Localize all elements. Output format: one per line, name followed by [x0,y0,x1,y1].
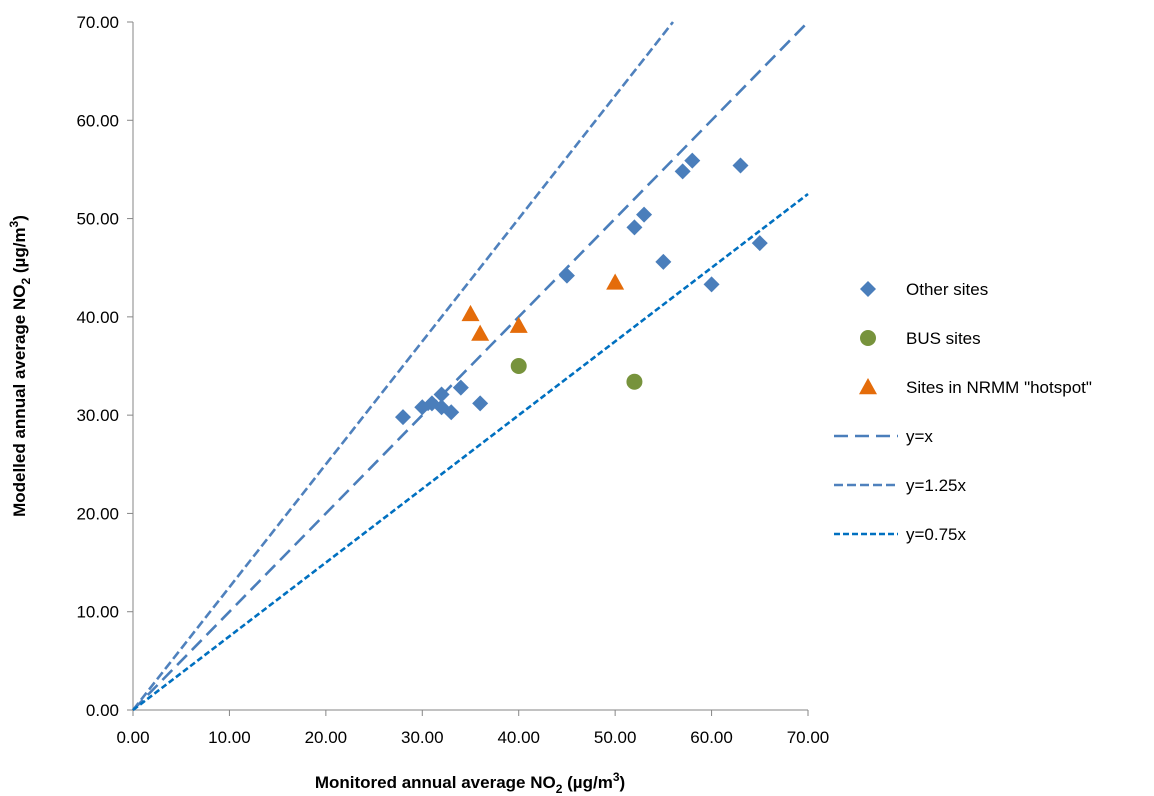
x-tick-label: 30.00 [401,728,444,747]
reference-line-y-1-25x [131,21,675,711]
legend-triangle-icon [859,378,877,395]
x-tick-label: 0.00 [116,728,149,747]
series-layer [131,21,809,712]
triangle-point [606,273,625,290]
diamond-point [655,253,672,270]
legend: Other sites BUS sites Sites in NRMM "hotsp… [834,280,1092,544]
legend-label: y=1.25x [906,476,967,495]
x-tick-label: 20.00 [305,728,348,747]
y-tick-label: 50.00 [76,210,119,229]
x-tick-label: 40.00 [497,728,540,747]
triangle-point [461,304,480,322]
diamond-point [443,404,460,421]
y-tick-label: 20.00 [76,504,119,523]
diamond-point [636,206,653,223]
y-axis-ticks: 0.00 10.00 20.00 30.00 40.00 50.00 60.00 70.00 [76,13,133,720]
diamond-point [732,157,749,174]
y-tick-label: 0.00 [86,701,119,720]
diamond-point [433,386,450,403]
circle-point [626,373,643,390]
triangle-point [509,316,528,333]
x-axis-title: Monitored annual average NO2 (µg/m3) [315,770,625,796]
x-tick-label: 10.00 [208,728,251,747]
legend-diamond-icon [860,281,876,297]
reference-line-y-0-75x [132,192,809,712]
circle-point [510,358,527,374]
diamond-point [452,379,469,396]
y-tick-label: 30.00 [76,406,119,425]
x-tick-label: 60.00 [690,728,733,747]
legend-label: y=x [906,427,933,446]
legend-circle-icon [860,330,876,346]
x-tick-label: 70.00 [787,728,830,747]
diamond-point [674,163,691,180]
legend-label: Sites in NRMM "hotspot" [906,378,1092,397]
y-tick-label: 40.00 [76,308,119,327]
diamond-point [703,276,720,293]
diamond-point [558,267,575,284]
y-tick-label: 10.00 [76,603,119,622]
y-tick-label: 60.00 [76,111,119,130]
diamond-point [684,152,701,169]
legend-label: Other sites [906,280,988,299]
triangle-point [471,324,490,341]
y-tick-label: 70.00 [76,13,119,32]
legend-label: y=0.75x [906,525,967,544]
diamond-point [472,395,489,412]
reference-line-y-x [132,21,809,711]
diamond-point [751,235,768,252]
y-axis-title: Modelled annual average NO2 (µg/m3) [7,215,33,517]
x-tick-label: 50.00 [594,728,637,747]
x-axis-ticks: 0.00 10.00 20.00 30.00 40.00 50.00 60.00 70.00 [116,710,829,747]
diamond-point [395,409,411,426]
legend-label: BUS sites [906,329,981,348]
diamond-point [626,219,643,236]
